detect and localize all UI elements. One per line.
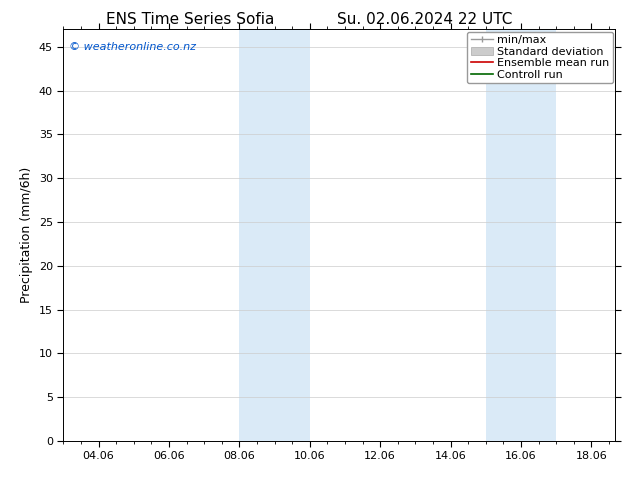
Bar xyxy=(486,29,556,441)
Legend: min/max, Standard deviation, Ensemble mean run, Controll run: min/max, Standard deviation, Ensemble me… xyxy=(467,32,612,83)
Text: ENS Time Series Sofia: ENS Time Series Sofia xyxy=(106,12,275,27)
Text: Su. 02.06.2024 22 UTC: Su. 02.06.2024 22 UTC xyxy=(337,12,512,27)
Bar xyxy=(240,29,310,441)
Text: © weatheronline.co.nz: © weatheronline.co.nz xyxy=(69,42,196,52)
Y-axis label: Precipitation (mm/6h): Precipitation (mm/6h) xyxy=(20,167,34,303)
